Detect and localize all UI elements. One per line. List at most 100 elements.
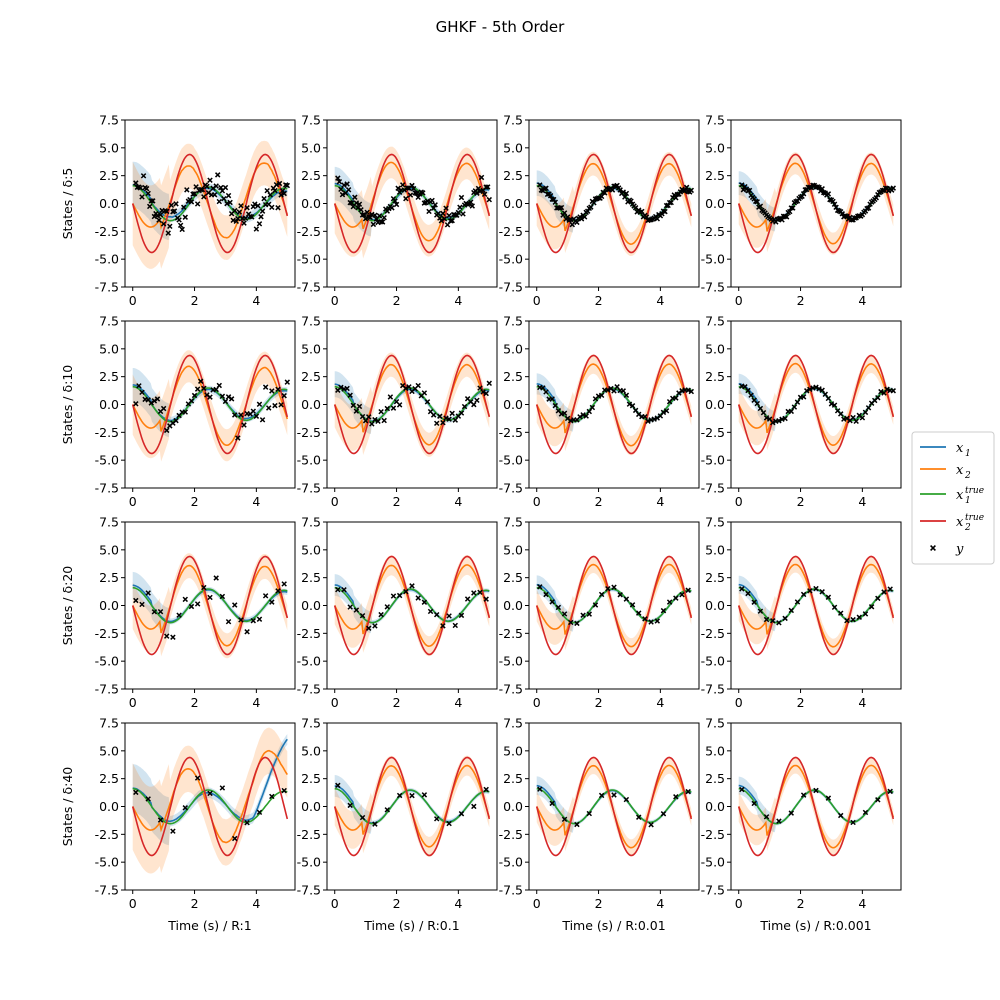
marker-y xyxy=(156,217,162,223)
y-axis-label: States / δ:5 xyxy=(60,168,75,240)
x-tick-label: 2 xyxy=(393,695,401,710)
marker-y xyxy=(393,201,400,208)
marker-y xyxy=(622,194,628,200)
marker-y xyxy=(359,612,366,619)
marker-y xyxy=(353,408,360,414)
subplot-r2-c2: -7.5 -5.0 -2.5 0.0 2.5 5.0 7.5 0 2 4 xyxy=(499,515,700,710)
marker-y xyxy=(460,211,466,217)
confidence-band xyxy=(334,755,490,857)
marker-y xyxy=(372,416,378,423)
x-tick-label: 0 xyxy=(331,293,339,308)
marker-y xyxy=(605,585,611,592)
y-tick-label: 7.5 xyxy=(705,716,725,731)
y-tick-label: 7.5 xyxy=(301,716,321,731)
marker-y xyxy=(163,633,170,639)
y-axis-label: States / δ:20 xyxy=(60,566,75,646)
plot-area xyxy=(737,555,895,656)
marker-y xyxy=(335,782,341,789)
marker-y xyxy=(244,629,250,635)
x-axis-label: Time (s) / R:1 xyxy=(167,918,251,933)
marker-y xyxy=(839,211,846,217)
marker-y xyxy=(807,588,813,594)
marker-y xyxy=(352,194,358,200)
marker-y xyxy=(668,199,674,206)
marker-y xyxy=(253,226,260,232)
x-tick-label: 0 xyxy=(129,494,137,509)
marker-y xyxy=(256,401,263,408)
marker-y xyxy=(578,216,585,222)
marker-y xyxy=(421,792,428,798)
marker-y xyxy=(478,174,485,181)
marker-y xyxy=(157,817,164,823)
marker-y xyxy=(481,191,488,198)
marker-y xyxy=(887,586,893,592)
y-tick-label: 0.0 xyxy=(99,799,119,814)
marker-y xyxy=(275,205,281,211)
marker-y xyxy=(396,792,403,799)
marker-y xyxy=(611,792,617,798)
y-tick-label: -7.5 xyxy=(499,481,523,496)
marker-y xyxy=(673,794,679,800)
y-tick-label: 5.0 xyxy=(705,542,725,557)
marker-y xyxy=(635,610,642,616)
confidence-band xyxy=(536,556,692,655)
marker-y xyxy=(537,786,543,792)
marker-y xyxy=(211,192,218,198)
x-tick-label: 4 xyxy=(858,494,866,509)
marker-y xyxy=(837,610,844,616)
marker-y xyxy=(480,389,486,395)
marker-y xyxy=(281,392,287,399)
marker-y xyxy=(378,611,384,618)
marker-y xyxy=(353,607,360,613)
marker-y xyxy=(629,403,636,409)
x-tick-label: 2 xyxy=(595,494,603,509)
marker-y xyxy=(213,575,219,581)
measurement-markers xyxy=(537,384,695,424)
y-tick-label: 7.5 xyxy=(301,113,321,128)
marker-y xyxy=(848,217,855,223)
x-tick-label: 0 xyxy=(533,293,541,308)
marker-y xyxy=(746,187,753,194)
marker-y xyxy=(461,403,468,410)
measurement-markers xyxy=(537,182,695,228)
marker-y xyxy=(281,190,287,197)
marker-y xyxy=(182,214,189,220)
x-tick-label: 0 xyxy=(331,695,339,710)
y-tick-label: -7.5 xyxy=(95,682,119,697)
marker-y xyxy=(751,800,757,807)
x-tick-label: 2 xyxy=(797,494,805,509)
y-tick-label: 5.0 xyxy=(99,341,119,356)
y-tick-label: 7.5 xyxy=(99,314,119,329)
marker-y xyxy=(136,383,142,389)
marker-y xyxy=(359,814,366,821)
marker-y xyxy=(586,611,593,617)
marker-y xyxy=(253,413,260,419)
marker-y xyxy=(262,593,269,599)
marker-y xyxy=(851,215,858,221)
y-tick-label: -5.0 xyxy=(701,453,725,468)
marker-y xyxy=(201,194,207,200)
y-tick-label: 7.5 xyxy=(503,314,523,329)
marker-y xyxy=(464,596,471,602)
confidence-band xyxy=(536,757,692,857)
marker-y xyxy=(216,382,223,389)
marker-y xyxy=(347,604,353,610)
y-tick-label: -2.5 xyxy=(297,827,321,842)
marker-y xyxy=(862,809,869,816)
marker-y xyxy=(471,803,477,810)
marker-y xyxy=(549,800,555,807)
marker-y xyxy=(261,195,267,202)
plot-area xyxy=(535,756,693,857)
y-tick-label: -7.5 xyxy=(701,280,725,295)
marker-y xyxy=(347,392,353,398)
series-line-x2-true xyxy=(535,153,693,254)
marker-y xyxy=(338,384,344,391)
subplot-r1-c3: -7.5 -5.0 -2.5 0.0 2.5 5.0 7.5 0 2 4 xyxy=(701,314,902,509)
marker-y xyxy=(427,608,434,615)
y-tick-label: 0.0 xyxy=(705,397,725,412)
marker-y xyxy=(446,416,452,422)
marker-y xyxy=(396,592,403,599)
x-tick-label: 4 xyxy=(454,293,462,308)
marker-y xyxy=(146,203,153,210)
plot-area xyxy=(131,350,291,462)
